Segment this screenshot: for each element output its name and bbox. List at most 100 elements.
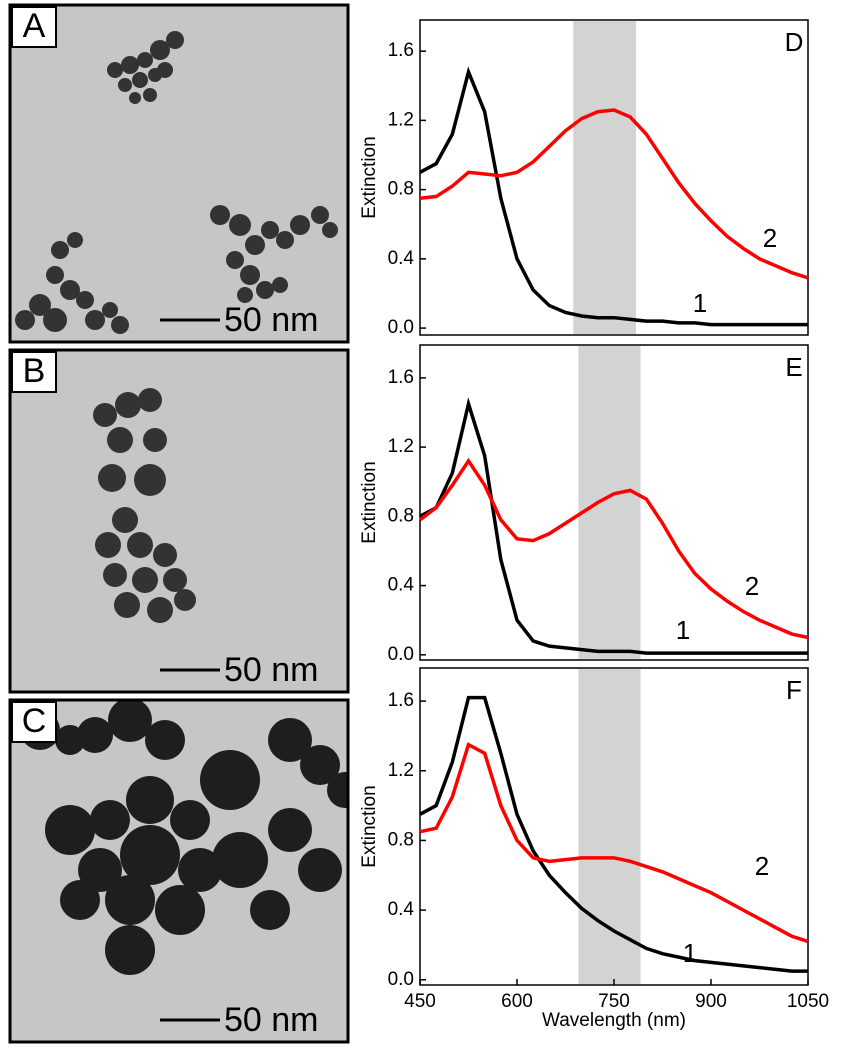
nanoparticle [121, 56, 139, 74]
nanoparticle [132, 567, 158, 593]
nanoparticle [137, 52, 153, 68]
nanoparticle [105, 875, 155, 925]
panel-label: C [22, 702, 47, 740]
panel-label: E [785, 352, 802, 382]
y-tick-label: 1.6 [388, 40, 414, 61]
nanoparticle [60, 880, 100, 920]
spectrum-line [419, 695, 808, 973]
panel-label: D [785, 27, 804, 57]
curve-label: 1 [693, 288, 707, 318]
y-tick-label: 0.4 [388, 575, 415, 596]
nanoparticle [322, 222, 338, 238]
spectrum-line [419, 66, 808, 327]
nanoparticle [256, 281, 274, 299]
spectrum-line [419, 397, 808, 655]
curve-label: 2 [763, 223, 777, 253]
panel-border [8, 3, 350, 344]
label-box [11, 6, 57, 48]
nanoparticle [76, 291, 94, 309]
nanoparticle [145, 720, 185, 760]
nanoparticle [138, 388, 162, 412]
nanoparticle [261, 221, 279, 239]
x-tick-label: 1050 [787, 991, 829, 1012]
y-axis-label: Extinction [359, 785, 380, 867]
tem-panel: B 50 nm [8, 348, 350, 694]
x-axis-label: Wavelength (nm) [542, 1010, 686, 1031]
nanoparticle [132, 72, 148, 88]
y-tick-label: 0.8 [388, 505, 414, 526]
nanoparticle [15, 310, 35, 330]
nanoparticle [245, 235, 265, 255]
y-tick-label: 0.8 [388, 179, 414, 200]
panel-border [8, 698, 350, 1044]
nanoparticle [51, 241, 69, 259]
label-box [11, 351, 57, 393]
panel-label: B [23, 352, 46, 390]
nanoparticle [153, 543, 177, 567]
nanoparticle [163, 568, 187, 592]
nanoparticle [60, 280, 80, 300]
tem-panel: C 50 nm [8, 698, 350, 1044]
tem-panel: A 50 nm [8, 3, 350, 344]
y-tick-label: 1.2 [388, 436, 414, 457]
nanoparticle [126, 776, 174, 824]
y-tick-label: 0.0 [388, 317, 414, 338]
nanoparticle [114, 592, 140, 618]
nanoparticle [93, 403, 117, 427]
nanoparticle [147, 597, 173, 623]
nanoparticle [127, 532, 153, 558]
nanoparticle [107, 62, 123, 78]
shaded-range [578, 669, 641, 984]
y-tick-label: 0.4 [388, 248, 415, 269]
nanoparticle [103, 563, 127, 587]
panel-label: F [786, 675, 802, 705]
nanoparticle [107, 427, 133, 453]
y-tick-label: 0.4 [388, 899, 415, 920]
nanoparticle [150, 40, 170, 60]
shaded-range [578, 346, 641, 659]
curve-label: 2 [745, 571, 759, 601]
nanoparticle [102, 302, 118, 318]
nanoparticle [276, 231, 294, 249]
nanoparticle [311, 206, 329, 224]
nanoparticle [112, 507, 138, 533]
y-axis-label: Extinction [359, 136, 380, 218]
spectrum-line [419, 108, 809, 280]
x-tick-label: 750 [598, 991, 630, 1012]
label-box [11, 701, 57, 743]
nanoparticle [174, 589, 196, 611]
curve-label: 1 [676, 615, 690, 645]
nanoparticle [327, 772, 348, 808]
nanoparticle [226, 251, 244, 269]
y-tick-label: 0.0 [388, 644, 414, 665]
scale-label: 50 nm [224, 1001, 319, 1039]
nanoparticle [111, 316, 129, 334]
nanoparticle [170, 800, 210, 840]
tem-image [10, 700, 348, 1042]
nanoparticle [300, 745, 340, 785]
y-tick-label: 1.6 [388, 367, 414, 388]
nanoparticle [166, 31, 184, 49]
nanoparticle [212, 832, 268, 888]
x-tick-label: 900 [695, 991, 727, 1012]
curve-label: 1 [683, 938, 697, 968]
nanoparticle [268, 718, 312, 762]
nanoparticle [90, 800, 130, 840]
spectrum-line [418, 457, 809, 640]
nanoparticle [105, 925, 155, 975]
nanoparticle [157, 62, 173, 78]
tem-image [10, 5, 348, 342]
nanoparticle [78, 848, 122, 892]
y-tick-label: 0.0 [388, 969, 414, 990]
spectrum-line [419, 742, 809, 944]
nanoparticle [134, 464, 166, 496]
panel-border [8, 348, 350, 694]
nanoparticle [43, 308, 67, 332]
nanoparticle [29, 294, 51, 316]
nanoparticle [155, 885, 205, 935]
panel-label: A [23, 7, 46, 45]
nanoparticle [67, 232, 83, 248]
x-tick-label: 450 [404, 991, 436, 1012]
nanoparticle [200, 750, 260, 810]
curve-label: 2 [755, 851, 769, 881]
